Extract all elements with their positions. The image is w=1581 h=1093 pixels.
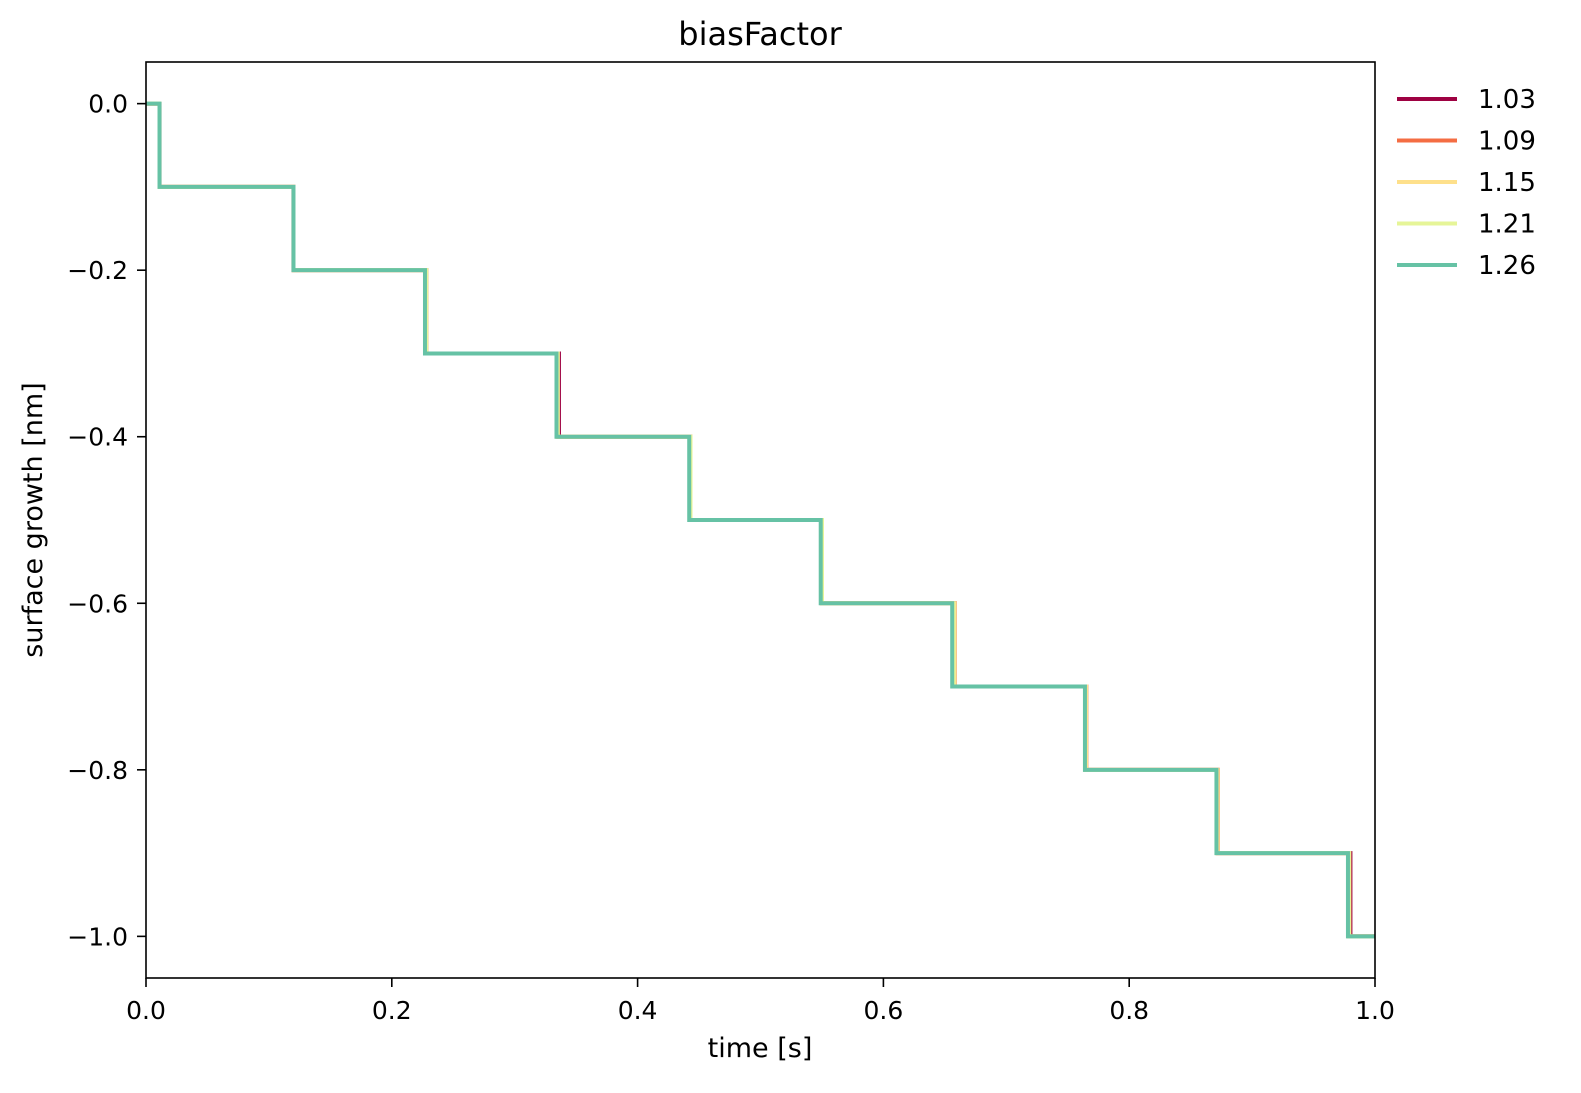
x-tick-label: 0.4: [618, 996, 658, 1025]
series-line: [146, 101, 1375, 939]
legend: 1.03 1.09 1.15 1.21 1.26: [1397, 85, 1536, 281]
plot-lines: [146, 101, 1375, 939]
y-tick-label: 0.0: [88, 90, 128, 119]
x-axis: 0.0 0.2 0.4 0.6 0.8 1.0: [126, 978, 1395, 1025]
y-axis: 0.0 −0.2 −0.4 −0.6 −0.8 −1.0: [67, 90, 146, 951]
legend-label: 1.26: [1478, 251, 1536, 281]
legend-label: 1.21: [1478, 210, 1536, 240]
y-axis-label: surface growth [nm]: [18, 382, 49, 657]
x-tick-label: 0.8: [1109, 996, 1149, 1025]
legend-label: 1.09: [1478, 127, 1536, 157]
x-tick-label: 0.6: [864, 996, 904, 1025]
y-tick-label: −0.4: [67, 423, 128, 452]
legend-label: 1.03: [1478, 85, 1536, 115]
y-tick-label: −0.6: [67, 589, 128, 618]
chart-title: biasFactor: [678, 15, 842, 53]
y-tick-label: −1.0: [67, 922, 128, 951]
x-tick-label: 0.2: [372, 996, 412, 1025]
legend-label: 1.15: [1478, 168, 1536, 198]
y-tick-label: −0.2: [67, 256, 128, 285]
x-tick-label: 1.0: [1355, 996, 1395, 1025]
plot-frame: [145, 61, 1376, 979]
x-axis-label: time [s]: [708, 1033, 813, 1064]
y-tick-label: −0.8: [67, 756, 128, 785]
x-tick-label: 0.0: [126, 996, 166, 1025]
